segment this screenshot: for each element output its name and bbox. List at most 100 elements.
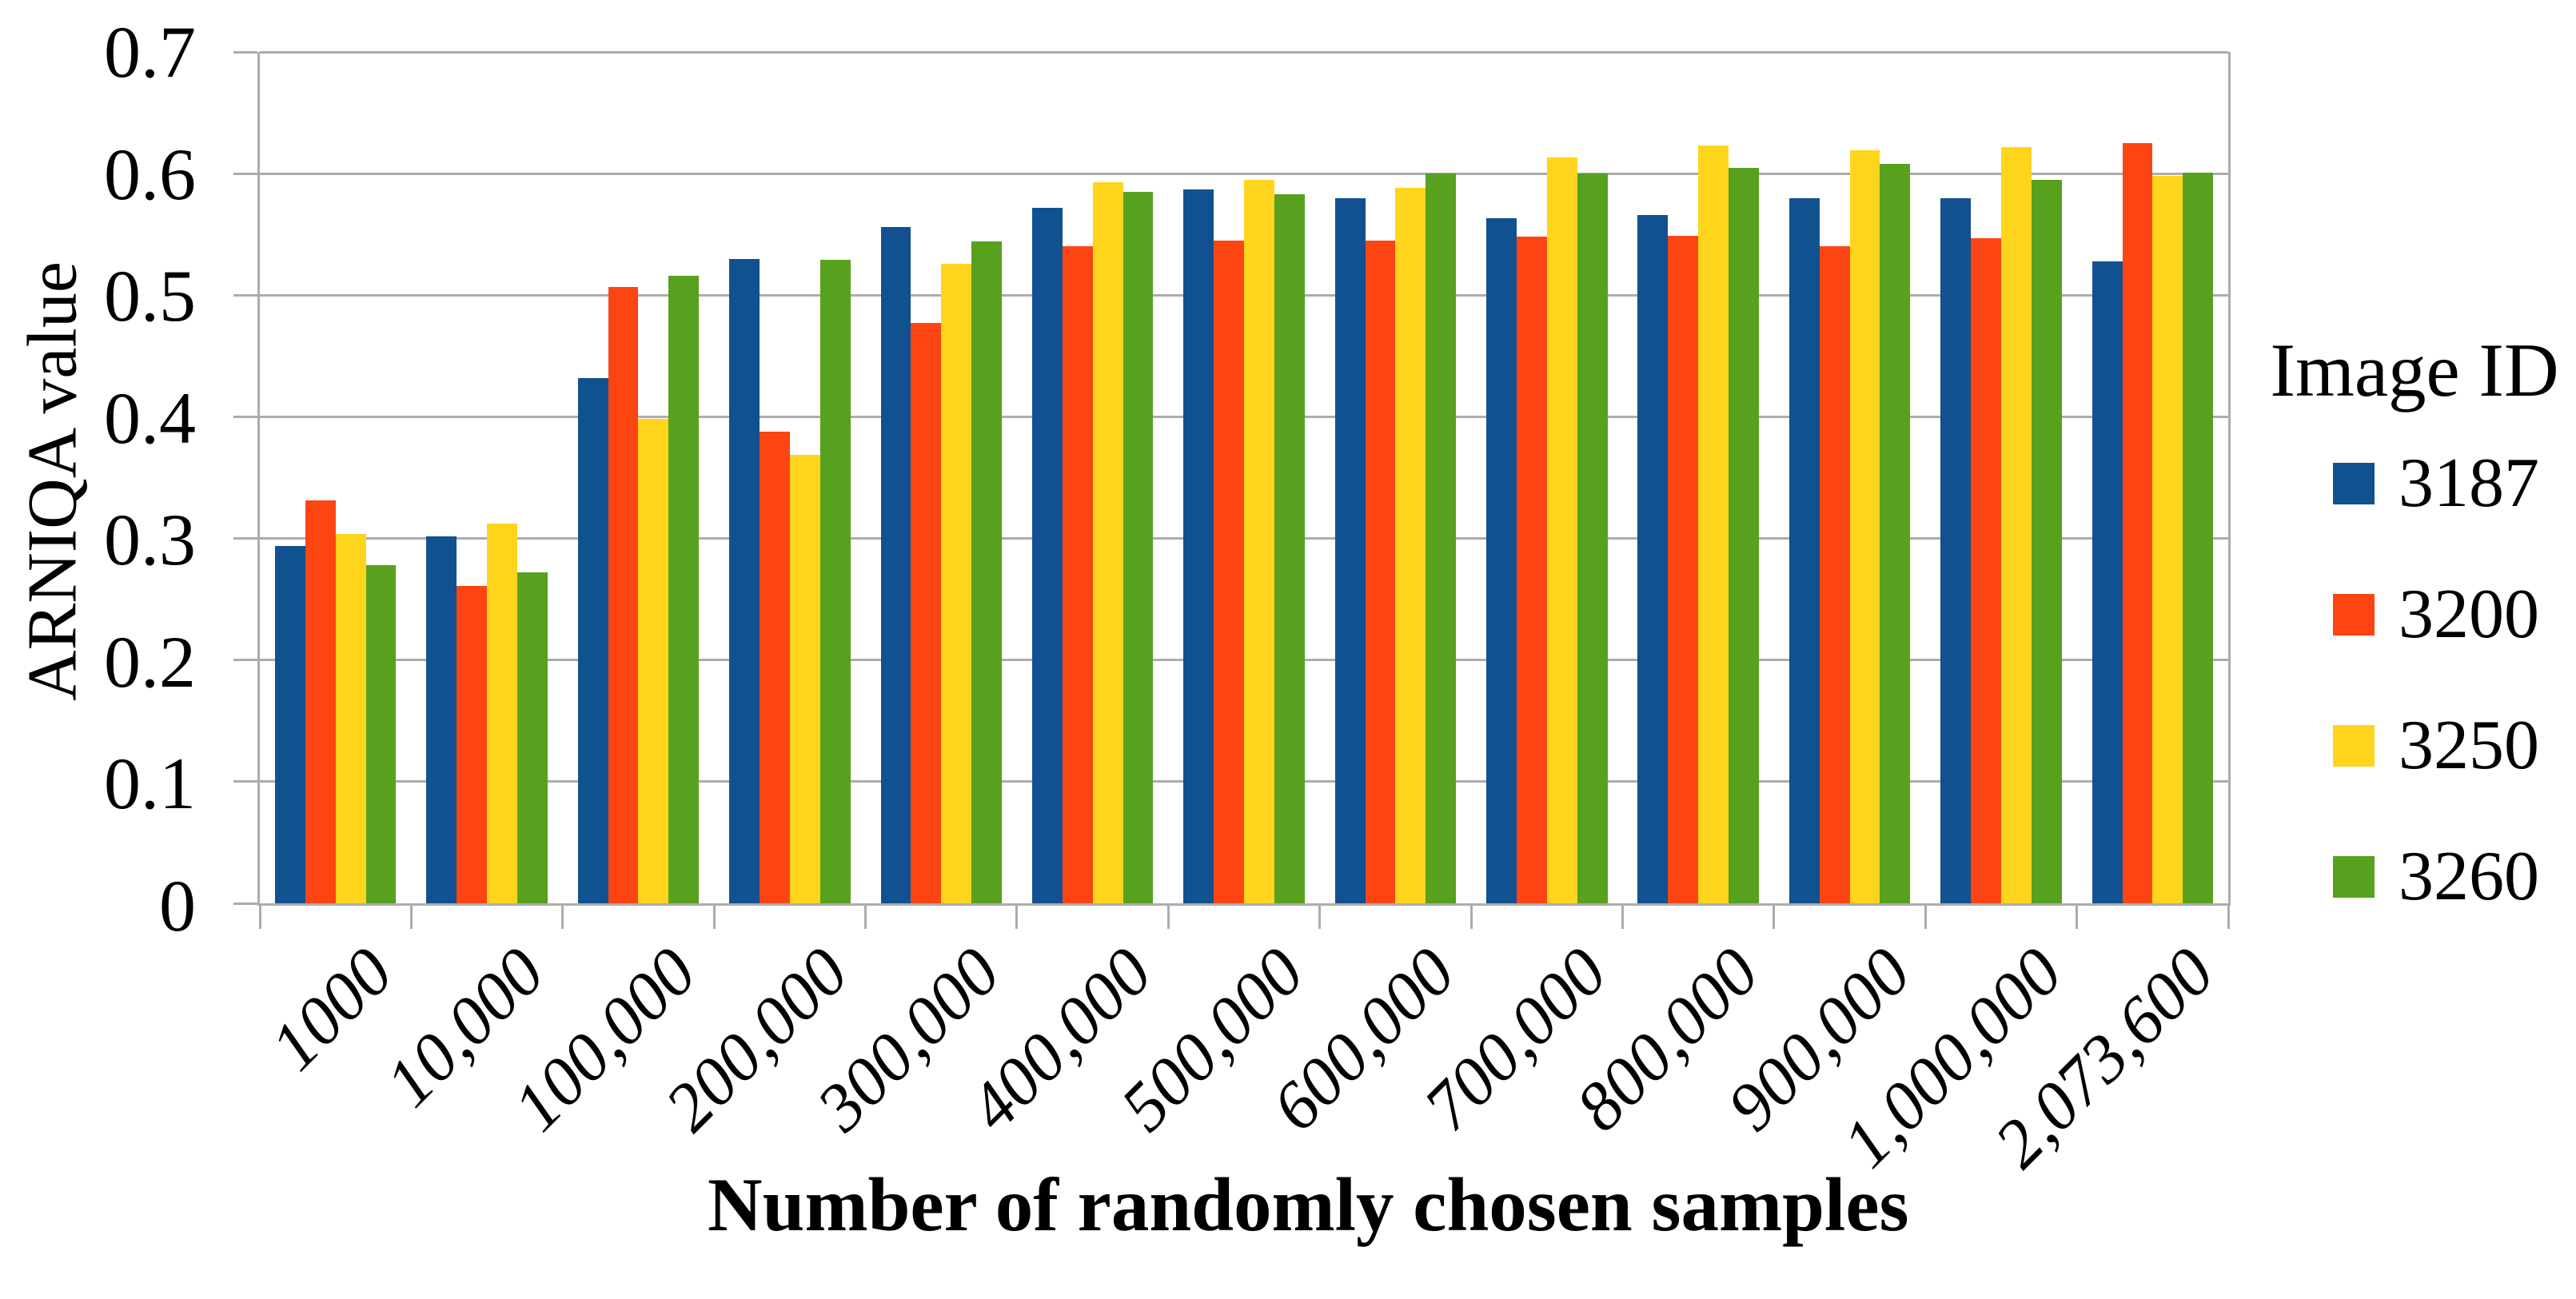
bar-3187-900,000 (1788, 197, 1820, 903)
bar-group-500,000 (1168, 52, 1319, 903)
bar-3260-600,000 (1426, 173, 1457, 903)
gridline-0.6 (260, 172, 2228, 175)
y-tick-0.6 (233, 172, 257, 175)
x-axis-title: Number of randomly chosen samples (708, 1162, 1909, 1247)
legend-item-3260: 3260 (2333, 842, 2539, 912)
bar-3250-100,000 (638, 419, 669, 903)
bar-group-2,073,600 (2077, 52, 2228, 903)
legend-label-3187: 3187 (2399, 444, 2539, 522)
bar-3187-700,000 (1486, 218, 1517, 903)
y-tick-0.1 (233, 780, 257, 783)
bar-3260-800,000 (1729, 167, 1759, 903)
x-tick-0 (258, 903, 261, 929)
bar-3260-2,073,600 (2183, 172, 2214, 903)
x-tick-2 (561, 903, 564, 929)
bar-3187-2,073,600 (2092, 261, 2123, 903)
bar-3187-600,000 (1334, 197, 1366, 903)
bar-3250-1000 (335, 533, 366, 903)
y-tick-0.5 (233, 293, 257, 297)
x-tick-7 (1318, 903, 1322, 929)
bar-3250-700,000 (1546, 157, 1577, 903)
bar-3250-900,000 (1849, 150, 1880, 903)
bar-3250-2,073,600 (2152, 176, 2183, 903)
bar-3250-10,000 (487, 524, 517, 903)
bar-3200-400,000 (1062, 246, 1093, 903)
bar-3250-400,000 (1092, 181, 1123, 903)
y-tick-label-0.2: 0.2 (104, 620, 196, 703)
legend-label-3200: 3200 (2399, 576, 2539, 653)
bar-3187-1,000,000 (1940, 197, 1972, 903)
x-tick-6 (1166, 903, 1170, 929)
bar-3260-1,000,000 (2031, 179, 2062, 903)
y-tick-0.4 (233, 415, 257, 418)
bar-3187-1000 (274, 545, 305, 903)
bar-3187-300,000 (880, 227, 911, 903)
bar-3187-100,000 (577, 377, 608, 903)
legend-swatch-3200 (2333, 594, 2375, 636)
bar-3200-1,000,000 (1971, 237, 2001, 903)
bar-3250-1,000,000 (2000, 146, 2032, 903)
y-tick-0.7 (233, 50, 257, 54)
legend-title: Image ID (2270, 328, 2559, 412)
bar-3187-200,000 (729, 258, 760, 903)
bar-3250-200,000 (789, 454, 820, 903)
x-tick-11 (1924, 903, 1927, 929)
legend-swatch-3260 (2333, 856, 2375, 898)
bar-group-400,000 (1017, 52, 1168, 903)
bar-3260-100,000 (668, 275, 700, 903)
bar-group-300,000 (866, 52, 1017, 903)
bar-group-1000 (260, 52, 411, 903)
bar-3260-10,000 (516, 572, 548, 903)
bar-3260-1000 (365, 565, 397, 903)
bar-group-10,000 (411, 52, 562, 903)
legend-item-3250: 3250 (2333, 707, 2539, 784)
bar-3187-800,000 (1637, 214, 1669, 903)
bar-3200-600,000 (1365, 240, 1396, 903)
y-axis-title: ARNIQA value (14, 261, 92, 701)
bar-3200-10,000 (457, 585, 488, 903)
bar-3250-300,000 (941, 263, 972, 903)
bar-group-200,000 (714, 52, 865, 903)
bar-3260-900,000 (1880, 163, 1911, 903)
x-tick-13 (2227, 903, 2230, 929)
y-tick-0.3 (233, 537, 257, 540)
bar-group-900,000 (1774, 52, 1925, 903)
bar-3200-500,000 (1214, 240, 1245, 903)
legend-label-3250: 3250 (2399, 707, 2539, 784)
bar-3200-100,000 (608, 286, 639, 903)
bar-3250-600,000 (1395, 188, 1426, 903)
y-tick-label-0: 0 (159, 865, 196, 946)
bar-groups (260, 52, 2228, 903)
bar-group-800,000 (1623, 52, 1774, 903)
bar-3187-400,000 (1031, 207, 1063, 903)
y-tick-label-0.4: 0.4 (104, 377, 196, 459)
y-tick-0 (233, 902, 257, 905)
plot-area (233, 50, 2231, 929)
y-tick-label-0.1: 0.1 (104, 743, 196, 825)
bar-group-600,000 (1320, 52, 1471, 903)
gridline-0.7 (260, 50, 2228, 54)
bar-3260-700,000 (1577, 173, 1608, 903)
bar-3187-10,000 (426, 536, 457, 903)
bar-3200-1000 (305, 500, 336, 903)
x-tick-8 (1469, 903, 1473, 929)
bar-group-1,000,000 (1925, 52, 2076, 903)
y-tick-label-0.7: 0.7 (104, 11, 196, 93)
bar-3200-800,000 (1668, 235, 1699, 903)
legend-swatch-3187 (2333, 463, 2375, 504)
x-tick-5 (1015, 903, 1019, 929)
bar-3260-300,000 (971, 241, 1002, 903)
y-tick-label-0.6: 0.6 (104, 133, 196, 215)
x-tick-9 (1621, 903, 1624, 929)
bar-group-100,000 (563, 52, 714, 903)
x-tick-12 (2076, 903, 2079, 929)
bar-3200-700,000 (1516, 237, 1547, 903)
x-tick-10 (1772, 903, 1776, 929)
y-tick-label-0.5: 0.5 (104, 255, 196, 337)
bar-3200-900,000 (1819, 246, 1850, 903)
bar-3187-500,000 (1183, 189, 1214, 903)
bar-3260-500,000 (1274, 194, 1305, 903)
y-tick-0.2 (233, 659, 257, 662)
legend-swatch-3250 (2333, 725, 2375, 767)
x-tick-4 (864, 903, 867, 929)
